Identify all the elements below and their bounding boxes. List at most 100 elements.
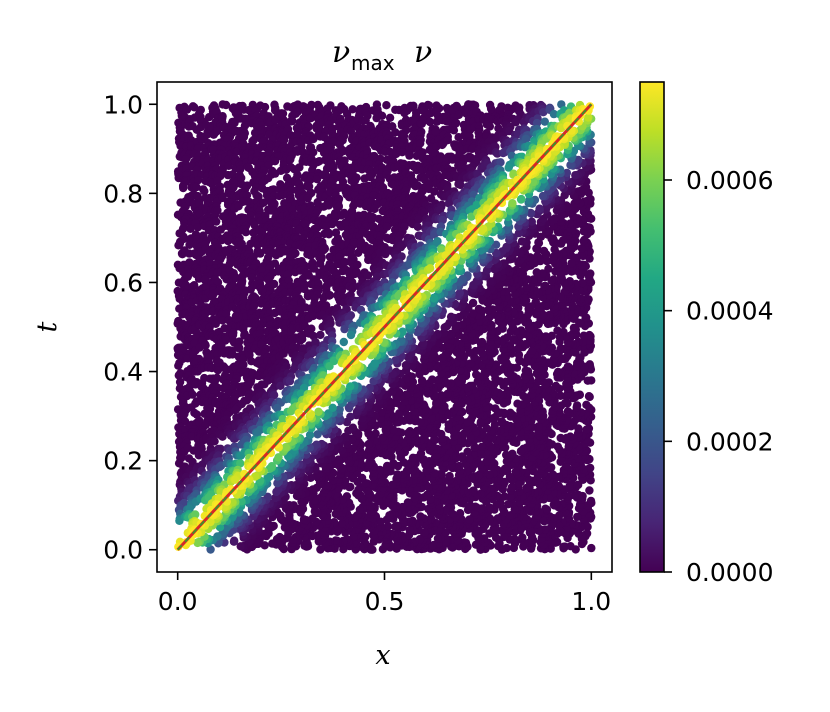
scatter-point <box>559 542 568 551</box>
scatter-point <box>582 400 591 409</box>
title-subscript: max <box>351 51 395 75</box>
scatter-point <box>242 191 252 200</box>
scatter-point <box>174 361 183 370</box>
title-tail: ν <box>414 35 432 70</box>
scatter-point <box>574 424 583 433</box>
scatter-point <box>241 228 251 237</box>
scatter-point <box>491 533 501 542</box>
scatter-point <box>174 241 183 250</box>
scatter-point <box>354 485 363 494</box>
scatter-point <box>324 230 334 239</box>
scatter-point <box>270 157 280 166</box>
scatter-point <box>280 135 289 145</box>
scatter-point <box>518 533 527 542</box>
scatter-point <box>582 425 591 434</box>
scatter-point <box>408 453 418 462</box>
scatter-point <box>203 130 212 139</box>
scatter-point <box>570 491 579 500</box>
scatter-point <box>587 543 596 553</box>
scatter-point <box>241 184 250 193</box>
scatter-point <box>326 143 335 152</box>
scatter-point <box>293 107 302 117</box>
scatter-point <box>516 447 526 456</box>
scatter-point <box>355 505 365 514</box>
scatter-point <box>572 401 582 410</box>
scatter-point <box>185 240 194 249</box>
scatter-point <box>237 173 246 183</box>
scatter-point <box>580 348 589 357</box>
scatter-point <box>584 392 594 401</box>
scatter-point <box>200 275 209 284</box>
scatter-point <box>500 492 509 501</box>
scatter-point <box>554 521 564 530</box>
scatter-point <box>553 367 563 377</box>
scatter-point <box>348 105 357 114</box>
scatter-point <box>534 422 543 431</box>
scatter-point <box>212 217 221 226</box>
scatter-point <box>192 182 201 192</box>
scatter-point <box>511 467 520 476</box>
scatter-point <box>416 512 425 521</box>
scatter-point <box>382 101 391 110</box>
scatter-points <box>173 100 596 554</box>
scatter-point <box>502 450 511 460</box>
scatter-point <box>361 116 370 125</box>
scatter-point <box>193 223 203 232</box>
scatter-point <box>271 115 280 124</box>
scatter-point <box>239 132 249 142</box>
chart-title: ν max ν <box>332 35 432 75</box>
scatter-point <box>295 163 304 172</box>
scatter-point <box>391 522 400 531</box>
scatter-point <box>586 496 596 506</box>
scatter-point <box>383 461 392 471</box>
scatter-point <box>573 512 582 522</box>
scatter-point <box>556 433 565 443</box>
scatter-point <box>291 249 300 258</box>
scatter-point <box>288 116 297 126</box>
scatter-point <box>567 259 576 268</box>
scatter-point <box>497 354 506 363</box>
scatter-point <box>563 362 573 371</box>
scatter-point <box>428 541 437 550</box>
scatter-point <box>320 244 329 254</box>
scatter-point <box>234 202 243 211</box>
scatter-point <box>405 151 414 160</box>
scatter-point <box>541 504 550 513</box>
scatter-point <box>186 224 195 233</box>
scatter-point <box>309 148 318 157</box>
scatter-point <box>521 366 530 375</box>
scatter-point <box>405 525 414 535</box>
scatter-point <box>583 376 592 385</box>
scatter-point <box>370 204 379 214</box>
scatter-point <box>183 272 192 281</box>
scatter-point <box>213 126 222 136</box>
scatter-point <box>507 483 516 492</box>
scatter-point <box>235 165 245 174</box>
scatter-point <box>190 103 199 112</box>
scatter-point <box>303 193 312 203</box>
scatter-point <box>221 100 231 110</box>
scatter-point <box>179 183 188 193</box>
scatter-point <box>286 155 295 164</box>
scatter-point <box>466 501 475 511</box>
scatter-point <box>398 148 407 157</box>
scatter-point <box>569 323 579 332</box>
scatter-point <box>579 331 588 340</box>
scatter-point <box>200 187 209 196</box>
scatter-point <box>249 135 258 145</box>
title-main: ν <box>332 35 350 70</box>
scatter-point <box>449 126 459 135</box>
scatter-point <box>185 258 194 267</box>
scatter-point <box>563 407 573 416</box>
scatter-point <box>465 515 474 524</box>
scatter-point <box>510 528 519 537</box>
scatter-point <box>224 161 233 170</box>
scatter-point <box>433 534 443 543</box>
scatter-point <box>585 486 594 495</box>
scatter-point <box>193 176 203 185</box>
scatter-point <box>385 511 394 520</box>
scatter-point <box>259 198 268 207</box>
scatter-point <box>190 281 199 290</box>
scatter-point <box>417 119 426 128</box>
